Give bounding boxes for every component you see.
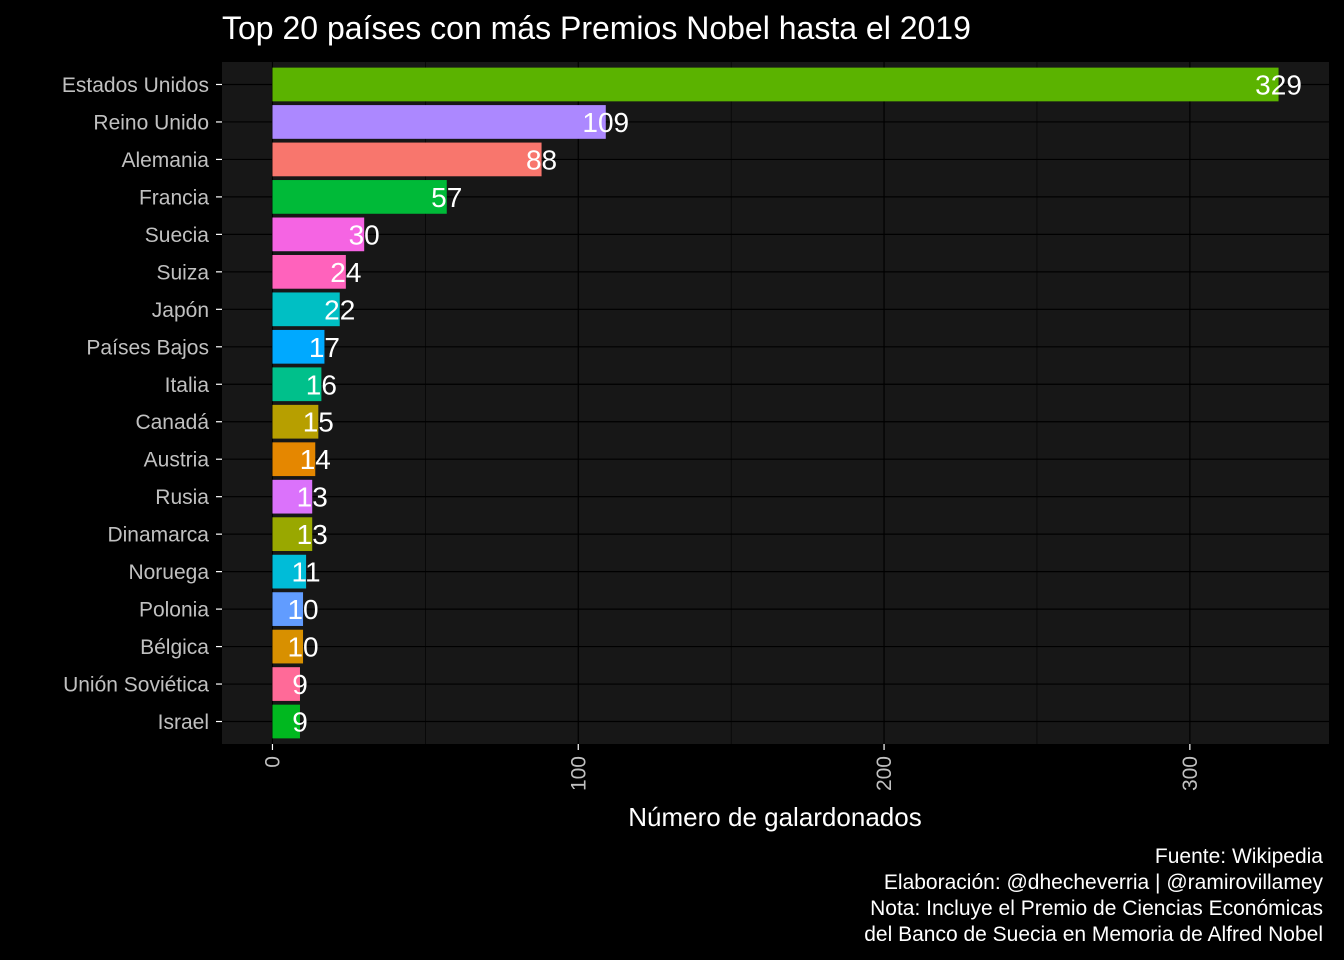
y-tick-label: Suiza <box>156 261 209 284</box>
grid-lines <box>222 62 1344 744</box>
caption-authors: Elaboración: @dhecheverria | @ramirovill… <box>883 871 1323 894</box>
bar <box>272 254 346 289</box>
x-tick-label: 100 <box>567 756 590 791</box>
y-axis: Estados Unidos Reino Unido Alemania Francia… <box>62 74 222 734</box>
x-tick-label: 200 <box>873 756 896 791</box>
value-label: 11 <box>292 557 321 588</box>
value-label: 24 <box>330 257 361 288</box>
bar <box>272 704 300 739</box>
y-tick-label: Alemania <box>121 149 209 172</box>
value-label: 9 <box>292 707 308 738</box>
x-axis-label: Número de galardonados <box>628 802 921 832</box>
value-label: 57 <box>431 182 462 213</box>
bar <box>272 629 304 664</box>
bar <box>272 67 1279 102</box>
y-tick-label: Noruega <box>128 561 209 584</box>
bar <box>272 667 300 701</box>
value-label: 10 <box>287 632 318 663</box>
chart-title: Top 20 países con más Premios Nobel hast… <box>222 10 971 46</box>
caption: Fuente: Wikipedia Elaboración: @dhecheve… <box>864 844 1323 948</box>
value-label: 14 <box>300 444 331 475</box>
y-tick-label: Polonia <box>139 599 209 622</box>
x-tick-label: 300 <box>1179 756 1202 791</box>
bar <box>272 592 304 626</box>
y-tick-label: Unión Soviética <box>63 674 209 697</box>
y-tick-label: Italia <box>165 374 210 397</box>
value-label: 13 <box>297 482 328 513</box>
bar <box>272 292 340 327</box>
bar <box>272 105 606 139</box>
y-tick-label: Países Bajos <box>86 336 209 359</box>
y-tick-label: Bélgica <box>140 636 209 659</box>
bar <box>272 442 316 477</box>
bar <box>272 142 542 177</box>
value-label: 109 <box>582 107 629 138</box>
value-label: 9 <box>292 669 308 700</box>
bar <box>272 404 319 439</box>
value-label: 15 <box>303 407 334 438</box>
y-tick-label: Canadá <box>135 411 209 434</box>
y-tick-label: Reino Unido <box>93 111 209 134</box>
y-tick-label: Dinamarca <box>107 524 209 547</box>
x-axis: 0 100 200 300 <box>261 744 1202 791</box>
value-label: 16 <box>306 369 337 400</box>
y-tick-label: Israel <box>158 711 209 734</box>
value-label: 30 <box>349 219 380 250</box>
bar <box>272 367 322 402</box>
y-tick-label: Austria <box>144 449 210 472</box>
value-label: 88 <box>526 144 557 175</box>
y-tick-label: Estados Unidos <box>62 74 209 97</box>
y-tick-label: Japón <box>152 299 209 322</box>
bar <box>272 180 447 214</box>
bar <box>272 479 313 514</box>
value-label: 329 <box>1255 69 1302 100</box>
y-tick-label: Suecia <box>145 224 210 247</box>
bar <box>272 329 325 364</box>
bars-group <box>272 67 1279 739</box>
value-label: 22 <box>324 294 355 325</box>
x-tick-label: 0 <box>261 756 284 768</box>
bar <box>272 517 313 552</box>
y-tick-label: Rusia <box>155 486 209 509</box>
caption-note-2: del Banco de Suecia en Memoria de Alfred… <box>864 923 1323 946</box>
y-tick-label: Francia <box>139 186 209 209</box>
value-label: 10 <box>287 594 318 625</box>
caption-source: Fuente: Wikipedia <box>1154 845 1323 868</box>
bar <box>272 554 307 589</box>
bar <box>272 217 365 252</box>
caption-note-1: Nota: Incluye el Premio de Ciencias Econ… <box>870 897 1323 920</box>
value-label: 17 <box>309 332 340 363</box>
value-label: 13 <box>297 519 328 550</box>
